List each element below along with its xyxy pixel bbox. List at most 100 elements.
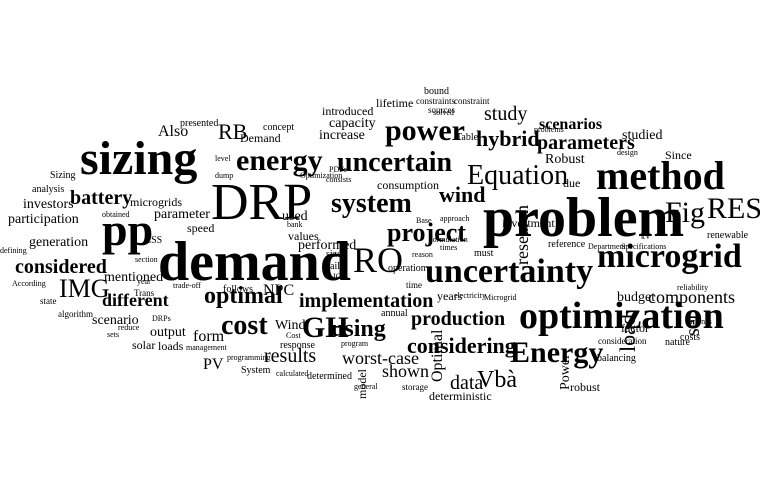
word: Equation (467, 160, 569, 191)
word: uncertain (337, 147, 453, 178)
word: Specifications (621, 242, 667, 251)
word: Also (158, 123, 189, 140)
word: problems (534, 125, 564, 134)
word: parameter (154, 207, 210, 222)
word: generation (29, 235, 89, 250)
word: bank (287, 220, 303, 229)
word: consumption (377, 178, 439, 192)
word: Cost (286, 331, 301, 340)
word: Microgrid (484, 293, 517, 302)
word: sources (428, 105, 455, 115)
word: calculated (276, 369, 309, 378)
word: GH (302, 311, 349, 344)
word: Since (665, 148, 692, 162)
word: microgrid (597, 238, 742, 275)
word: RB (218, 119, 248, 144)
word: reason (412, 250, 433, 259)
word: demand (158, 231, 351, 293)
word: research (512, 205, 532, 265)
word: wind (439, 182, 486, 207)
word: consideration (598, 336, 647, 346)
word: kV (641, 232, 651, 241)
word: determined (307, 371, 352, 382)
word: ESS (145, 235, 163, 246)
word: presented (180, 118, 219, 129)
word: Energy (510, 336, 604, 369)
word: studied (622, 128, 663, 143)
word: considered (15, 256, 107, 278)
word: obtained (102, 210, 130, 219)
word: consists (326, 175, 352, 184)
word: parameters (537, 132, 635, 154)
word: project (387, 218, 466, 247)
word: power (385, 114, 465, 147)
word: program (341, 339, 369, 348)
word: implementation (299, 290, 434, 312)
word: performed (298, 238, 357, 253)
word: Trans (134, 288, 155, 298)
word: costs (680, 332, 700, 343)
word: turbines (686, 317, 712, 326)
word: capacity (329, 116, 376, 131)
word: increase (319, 128, 365, 143)
word: loads (158, 339, 184, 353)
word: follows (223, 284, 253, 295)
word: RO (353, 240, 404, 280)
word: DRPs (152, 314, 171, 323)
word: state (40, 296, 57, 306)
word: must (474, 248, 494, 259)
word: Fig (665, 196, 706, 229)
word: RES (707, 192, 760, 225)
word: used (282, 209, 308, 224)
word: participation (8, 212, 79, 227)
word: nature (665, 337, 690, 348)
word: PDFs (329, 165, 347, 174)
word: form (193, 328, 225, 345)
word: design (617, 148, 638, 157)
word: response (280, 340, 315, 351)
word: Optimal (429, 329, 446, 382)
word: renewable (707, 230, 749, 241)
word: times (440, 243, 458, 252)
word: data (450, 372, 484, 394)
word: study (484, 103, 528, 125)
word: due (563, 176, 581, 190)
word: microgrids (130, 195, 182, 209)
word: analysis (32, 184, 65, 195)
word: DRP (211, 174, 313, 231)
word: mentioned (104, 270, 164, 285)
word: NPC (263, 282, 295, 299)
word: reliability (677, 283, 709, 292)
word: Optimization (300, 171, 343, 180)
word: sizing (80, 132, 198, 185)
word: PV (203, 356, 224, 373)
word: cost (221, 310, 268, 341)
word: hybrid (476, 126, 540, 151)
word: robust (570, 380, 600, 394)
word: programming (227, 353, 271, 362)
word: optimal (204, 283, 283, 309)
word: bound (424, 86, 449, 97)
word: size (326, 249, 342, 260)
word: solved (433, 108, 454, 117)
word: section (135, 255, 158, 264)
word: battery (70, 187, 133, 209)
word: output (150, 325, 186, 340)
word: shown (382, 361, 430, 381)
word: investment (502, 216, 555, 230)
word: general (354, 382, 378, 391)
word: scenarios (539, 116, 603, 133)
word: sets (107, 330, 119, 339)
word: components (648, 287, 735, 307)
word: annual (381, 308, 408, 319)
word: balancing (597, 353, 636, 364)
word: pp (102, 204, 154, 255)
word: constraints (416, 96, 455, 106)
word: Sizing (50, 170, 76, 181)
word: IMG (59, 274, 110, 303)
word: worst-case (342, 348, 419, 368)
word: According (12, 279, 46, 288)
word: approach (440, 214, 470, 223)
word: Base (416, 216, 432, 225)
word: different (102, 290, 169, 310)
